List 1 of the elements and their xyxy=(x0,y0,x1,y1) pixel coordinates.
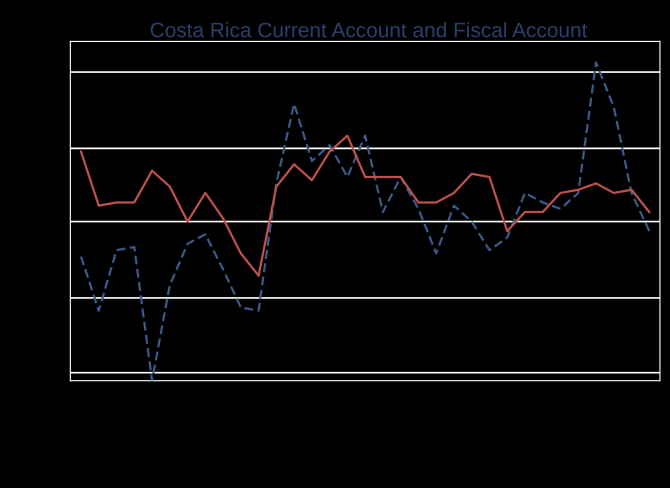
chart-title: Costa Rica Current Account and Fiscal Account xyxy=(150,22,588,38)
